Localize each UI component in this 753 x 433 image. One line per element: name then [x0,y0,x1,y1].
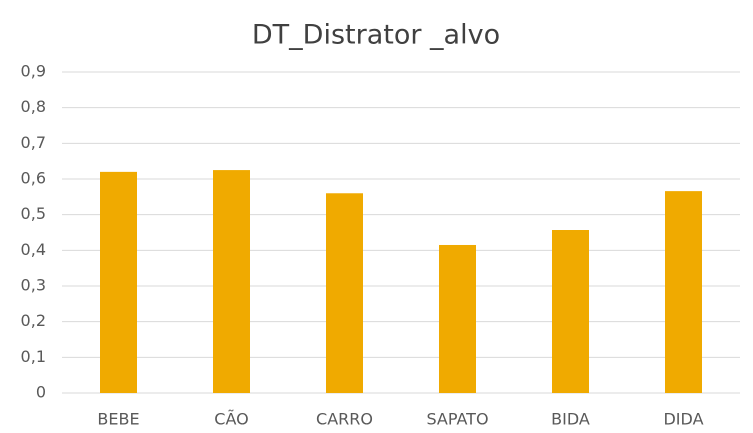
bar [665,191,702,393]
x-tick-label: CÃO [214,410,248,429]
y-tick-label: 0 [36,383,46,402]
y-tick-label: 0,9 [21,62,46,81]
bar [439,244,476,393]
y-tick-label: 0,6 [21,169,46,188]
chart-title: DT_Distrator _alvo [252,20,500,51]
x-tick-label: BIDA [551,410,590,429]
bar [552,230,589,393]
x-tick-label: BEBE [97,410,139,429]
x-tick-label: DIDA [663,410,703,429]
y-tick-label: 0,2 [21,311,46,330]
y-tick-label: 0,4 [21,240,46,259]
y-tick-label: 0,8 [21,97,46,116]
x-tick-label: SAPATO [426,410,488,429]
bar [213,170,250,393]
y-tick-label: 0,1 [21,347,46,366]
bar [326,193,363,393]
y-tick-label: 0,3 [21,276,46,295]
y-tick-label: 0,7 [21,133,46,152]
y-tick-label: 0,5 [21,204,46,223]
bar [100,171,137,393]
x-tick-label: CARRO [316,410,373,429]
